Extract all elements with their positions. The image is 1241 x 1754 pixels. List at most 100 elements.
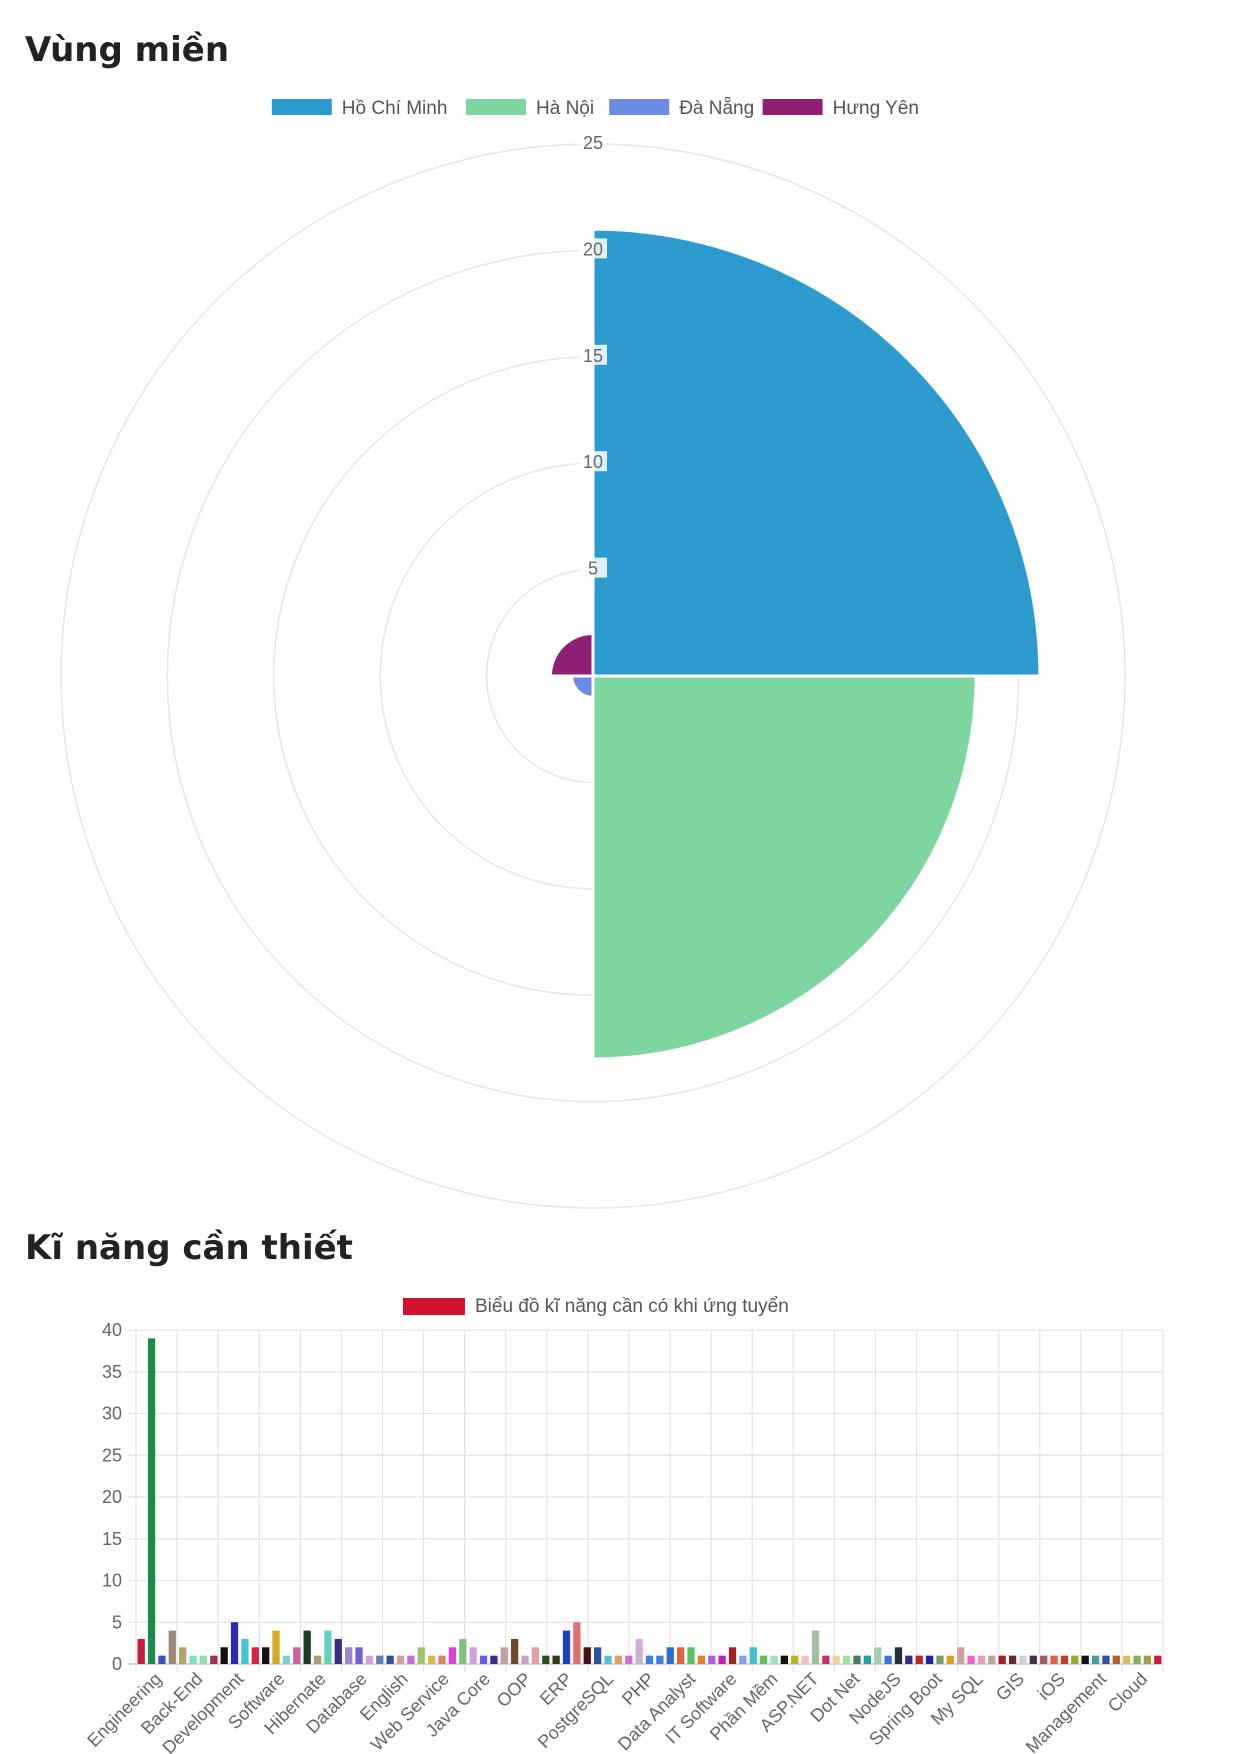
bar[interactable] <box>407 1655 415 1664</box>
bar[interactable] <box>355 1647 363 1664</box>
bar[interactable] <box>417 1647 425 1664</box>
bar[interactable] <box>230 1622 239 1664</box>
bar[interactable] <box>697 1655 705 1664</box>
skills-legend[interactable]: Biểu đồ kĩ năng cần có khi ứng tuyển <box>403 1296 789 1317</box>
bar[interactable] <box>1008 1655 1017 1664</box>
bar[interactable] <box>303 1630 311 1664</box>
bar[interactable] <box>334 1638 342 1664</box>
bar[interactable] <box>386 1655 394 1664</box>
bar[interactable] <box>469 1647 477 1664</box>
bar[interactable] <box>842 1655 851 1664</box>
bar[interactable] <box>1060 1655 1069 1664</box>
bar[interactable] <box>832 1655 840 1664</box>
bar[interactable] <box>365 1655 374 1664</box>
bar[interactable] <box>428 1655 436 1664</box>
bar[interactable] <box>915 1655 923 1664</box>
bar[interactable] <box>313 1655 322 1664</box>
bar[interactable] <box>262 1647 270 1664</box>
bar[interactable] <box>759 1655 768 1664</box>
bar[interactable] <box>884 1655 892 1664</box>
bar[interactable] <box>998 1655 1006 1664</box>
bar[interactable] <box>531 1647 540 1664</box>
bar[interactable] <box>894 1647 903 1664</box>
bar[interactable] <box>1091 1655 1100 1664</box>
bar[interactable] <box>459 1638 467 1664</box>
bar[interactable] <box>666 1647 674 1664</box>
bar[interactable] <box>988 1655 996 1664</box>
bar[interactable] <box>220 1647 228 1664</box>
bar[interactable] <box>438 1655 446 1664</box>
bar[interactable] <box>272 1630 280 1664</box>
bar[interactable] <box>1019 1655 1027 1664</box>
bar[interactable] <box>739 1655 747 1664</box>
bar[interactable] <box>822 1655 830 1664</box>
bar[interactable] <box>448 1647 457 1664</box>
sector-1[interactable] <box>591 674 978 1061</box>
bar[interactable] <box>199 1655 208 1664</box>
bar[interactable] <box>967 1655 975 1664</box>
bar[interactable] <box>801 1655 809 1664</box>
bar[interactable] <box>656 1655 664 1664</box>
bar[interactable] <box>179 1647 187 1664</box>
bar[interactable] <box>687 1647 695 1664</box>
bar[interactable] <box>780 1655 788 1664</box>
bar[interactable] <box>511 1638 519 1664</box>
bar[interactable] <box>614 1655 623 1664</box>
bar[interactable] <box>905 1655 913 1664</box>
bar[interactable] <box>853 1655 861 1664</box>
bar[interactable] <box>791 1655 799 1664</box>
bar[interactable] <box>946 1655 954 1664</box>
bar[interactable] <box>1029 1655 1037 1664</box>
bar[interactable] <box>718 1655 726 1664</box>
legend-item-0[interactable]: Hồ Chí Minh <box>271 98 448 119</box>
legend-item-1[interactable]: Hà Nội <box>466 98 594 119</box>
bar[interactable] <box>542 1655 550 1664</box>
bar[interactable] <box>925 1655 934 1664</box>
bar[interactable] <box>957 1647 965 1664</box>
bar[interactable] <box>137 1638 145 1664</box>
bar[interactable] <box>728 1647 737 1664</box>
bar[interactable] <box>490 1655 498 1664</box>
sector-3[interactable] <box>548 631 595 678</box>
bar[interactable] <box>210 1655 218 1664</box>
bar[interactable] <box>1123 1655 1131 1664</box>
bar[interactable] <box>376 1655 384 1664</box>
bar[interactable] <box>345 1647 353 1664</box>
bar[interactable] <box>251 1647 259 1664</box>
bar[interactable] <box>676 1647 685 1664</box>
bar[interactable] <box>977 1655 986 1664</box>
legend-item-2[interactable]: Đà Nẵng <box>609 98 754 119</box>
bar[interactable] <box>552 1655 560 1664</box>
bar[interactable] <box>1040 1655 1048 1664</box>
bar[interactable] <box>479 1655 488 1664</box>
bar[interactable] <box>625 1655 633 1664</box>
legend-item-3[interactable]: Hưng Yên <box>762 98 919 119</box>
bar[interactable] <box>936 1655 944 1664</box>
bar[interactable] <box>396 1655 405 1664</box>
bar[interactable] <box>1112 1655 1120 1664</box>
sector-0[interactable] <box>591 227 1042 678</box>
bar[interactable] <box>604 1655 612 1664</box>
bar[interactable] <box>1081 1655 1089 1664</box>
bar[interactable] <box>1050 1655 1058 1664</box>
bar[interactable] <box>282 1655 291 1664</box>
bar[interactable] <box>1133 1655 1141 1664</box>
bar[interactable] <box>158 1655 166 1664</box>
bar[interactable] <box>168 1630 176 1664</box>
bar[interactable] <box>749 1647 757 1664</box>
bar[interactable] <box>594 1647 602 1664</box>
bar[interactable] <box>635 1638 643 1664</box>
bar[interactable] <box>573 1622 581 1664</box>
bar[interactable] <box>874 1647 882 1664</box>
bar[interactable] <box>863 1655 871 1664</box>
bar[interactable] <box>147 1338 156 1664</box>
bar[interactable] <box>1071 1655 1079 1664</box>
bar[interactable] <box>293 1647 301 1664</box>
bar[interactable] <box>1154 1655 1162 1664</box>
bar[interactable] <box>1102 1655 1110 1664</box>
bar[interactable] <box>562 1630 571 1664</box>
bar[interactable] <box>708 1655 716 1664</box>
bar[interactable] <box>645 1655 654 1664</box>
bar[interactable] <box>500 1647 508 1664</box>
bar[interactable] <box>1143 1655 1152 1664</box>
